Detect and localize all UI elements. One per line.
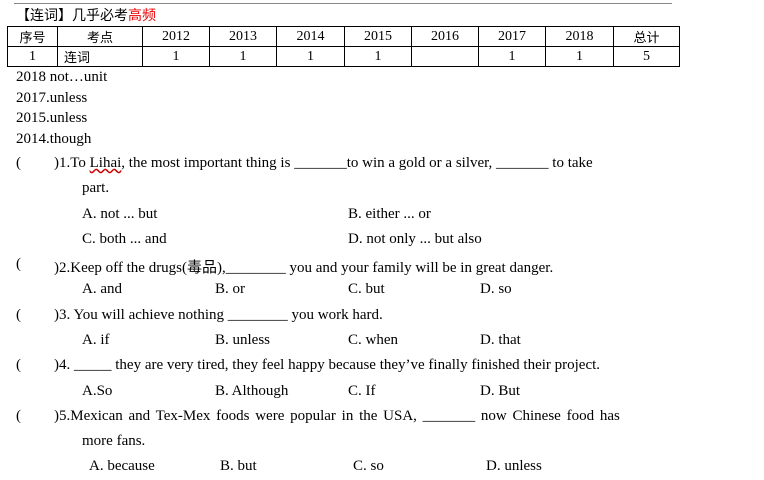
note: 2017.unless xyxy=(16,90,88,106)
question-continuation: part. xyxy=(82,180,110,196)
header-cell: 总计 xyxy=(613,26,680,47)
option: C. when xyxy=(348,332,398,348)
cell: 1 xyxy=(7,46,58,67)
option: D. that xyxy=(480,332,521,348)
header-cell: 2017 xyxy=(478,26,546,47)
header-cell: 2014 xyxy=(276,26,345,47)
header-cell: 2018 xyxy=(545,26,614,47)
note: 2015.unless xyxy=(16,110,88,126)
header-cell: 2015 xyxy=(344,26,412,47)
table-header-row: 序号 考点 2012 2013 2014 2015 2016 2017 2018… xyxy=(7,26,680,47)
option: B. Although xyxy=(215,383,289,399)
cell: 连词 xyxy=(57,46,143,67)
header-cell: 2012 xyxy=(142,26,210,47)
question-stem: )3. You will achieve nothing ________ yo… xyxy=(54,307,383,323)
cell: 5 xyxy=(613,46,680,67)
title-text: 【连词】几乎必考 xyxy=(16,8,128,24)
question-stem: )4. _____ they are very tired, they feel… xyxy=(54,357,601,373)
option: A.So xyxy=(82,383,113,399)
option: A. if xyxy=(82,332,110,348)
cell xyxy=(411,46,479,67)
header-cell: 序号 xyxy=(7,26,58,47)
stem-name: Lihai xyxy=(89,155,122,171)
cell: 1 xyxy=(209,46,277,67)
option: B. but xyxy=(220,458,257,474)
top-rule xyxy=(14,3,672,4)
section-title: 【连词】几乎必考高频 xyxy=(16,5,156,25)
table-row: 1 连词 1 1 1 1 1 1 5 xyxy=(7,46,680,67)
question-stem: )5.Mexican and Tex-Mex foods were popula… xyxy=(54,408,620,424)
question-continuation: more fans. xyxy=(82,433,146,449)
option: C. both ... and xyxy=(82,231,167,247)
title-highlight: 高频 xyxy=(128,8,156,24)
option: C. so xyxy=(353,458,384,474)
stats-table: 序号 考点 2012 2013 2014 2015 2016 2017 2018… xyxy=(7,26,680,67)
option: D. not only ... but also xyxy=(348,231,482,247)
stem-text: )1.To xyxy=(54,155,90,171)
stem-text: , the most important thing is _______to … xyxy=(121,155,593,171)
header-cell: 2013 xyxy=(209,26,277,47)
question-stem: )1.To Lihai, the most important thing is… xyxy=(54,155,593,172)
option: A. not ... but xyxy=(82,206,158,222)
cell: 1 xyxy=(142,46,210,67)
note: 2018 not…unit xyxy=(16,69,108,85)
header-cell: 2016 xyxy=(411,26,479,47)
option: B. unless xyxy=(215,332,271,348)
option: D. so xyxy=(480,281,512,297)
answer-paren: ( xyxy=(16,307,21,323)
answer-paren: ( xyxy=(16,357,21,373)
answer-paren: ( xyxy=(16,408,21,424)
cell: 1 xyxy=(478,46,546,67)
option: A. because xyxy=(89,458,155,474)
option: B. or xyxy=(215,281,245,297)
option: A. and xyxy=(82,281,122,297)
answer-paren: ( xyxy=(16,256,21,272)
cell: 1 xyxy=(545,46,614,67)
question-stem: )2.Keep off the drugs(毒品),________ you a… xyxy=(54,260,554,276)
option: D. But xyxy=(480,383,521,399)
option: B. either ... or xyxy=(348,206,431,222)
cell: 1 xyxy=(276,46,345,67)
option: C. If xyxy=(348,383,376,399)
option: D. unless xyxy=(486,458,542,474)
answer-paren: ( xyxy=(16,155,21,171)
header-cell: 考点 xyxy=(57,26,143,47)
note: 2014.though xyxy=(16,131,92,147)
option: C. but xyxy=(348,281,385,297)
cell: 1 xyxy=(344,46,412,67)
